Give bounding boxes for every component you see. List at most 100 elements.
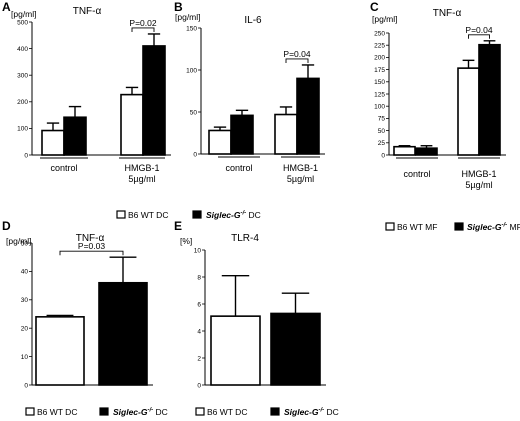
y-tick-label: 40 [21, 269, 29, 276]
y-axis-unit: [pg/ml] [11, 9, 37, 19]
y-tick-label: 10 [194, 247, 202, 254]
bar-siglec-1 [270, 312, 321, 386]
panel-b: B[pg/ml] IL-6 0 50 100 150 P=0.04 control HMGB-1… [174, 0, 325, 184]
y-tick-label: 50 [378, 128, 386, 135]
y-tick-label: 225 [374, 43, 385, 50]
y-tick-label: 75 [378, 116, 386, 123]
y-tick-label: 175 [374, 67, 385, 74]
y-tick-label: 0 [197, 382, 201, 389]
legend-label-wt: B6 WT DC [37, 407, 77, 417]
bar-siglec-1 [415, 147, 438, 156]
chart-title: TNF-α [73, 6, 102, 17]
y-axis-unit: [%] [180, 236, 192, 246]
legend-label-wt: B6 WT MF [397, 222, 437, 232]
x-category-sublabel: 5µg/ml [465, 180, 492, 190]
x-category-label: HMGB-1 [283, 163, 318, 173]
panel-c: C[pg/ml] TNF-α 0 25 50 75 100 125 150 175 200 225 25… [370, 0, 520, 232]
x-category-label: HMGB-1 [461, 169, 496, 179]
y-tick-label: 30 [21, 297, 29, 304]
panel-letter: B [174, 0, 183, 14]
chart-title: IL-6 [244, 15, 262, 26]
y-tick-label: 4 [197, 328, 201, 335]
y-tick-label: 50 [21, 240, 29, 247]
bar-wt-2 [457, 67, 480, 156]
y-tick-label: 8 [197, 274, 201, 281]
panel-letter: E [174, 219, 182, 233]
bar-siglec-1 [63, 116, 87, 156]
panel-letter: C [370, 0, 379, 14]
y-tick-label: 10 [21, 354, 29, 361]
y-tick-label: 200 [374, 55, 385, 62]
y-tick-label: 150 [186, 25, 197, 32]
y-tick-label: 20 [21, 326, 29, 333]
x-category-sublabel: 5µg/ml [287, 174, 314, 184]
p-value-label: P=0.03 [78, 241, 105, 251]
bar-siglec-1 [230, 114, 254, 155]
significance-bracket [468, 34, 490, 39]
y-tick-label: 200 [17, 99, 28, 106]
bar-wt-2 [274, 113, 298, 155]
y-tick-label: 0 [193, 151, 197, 158]
y-tick-label: 25 [378, 140, 386, 147]
legend-label-wt: B6 WT DC [207, 407, 247, 417]
chart-title: TNF-α [433, 8, 462, 19]
y-tick-label: 6 [197, 301, 201, 308]
y-tick-label: 125 [374, 91, 385, 98]
y-tick-label: 2 [197, 355, 201, 362]
p-value-label: P=0.04 [465, 25, 492, 35]
y-tick-label: 100 [17, 126, 28, 133]
panel-letter: A [2, 0, 11, 14]
bar-siglec-2 [296, 77, 320, 155]
y-axis-unit: [pg/ml] [175, 12, 201, 22]
bar-wt-1 [393, 145, 416, 156]
legend-swatch-wt [385, 222, 395, 231]
significance-bracket [131, 27, 155, 32]
p-value-label: P=0.02 [129, 18, 156, 28]
significance-bracket [285, 58, 309, 63]
significance-bracket [59, 250, 124, 256]
bar-wt-2 [120, 93, 144, 156]
y-tick-label: 150 [374, 79, 385, 86]
y-tick-label: 100 [186, 67, 197, 74]
legend-swatch-siglec [270, 407, 280, 416]
x-category-label: control [403, 169, 430, 179]
y-tick-label: 0 [24, 382, 28, 389]
y-tick-label: 50 [190, 109, 198, 116]
chart-title: TLR-4 [231, 233, 259, 244]
bar-wt-1 [41, 129, 65, 156]
legend-swatch-wt [195, 407, 205, 416]
x-category-label: control [50, 163, 77, 173]
legend-label-siglec: Siglec-G-/- DC [113, 407, 168, 417]
y-tick-label: 400 [17, 46, 28, 53]
p-value-label: P=0.04 [283, 49, 310, 59]
panel-e: E [%] TLR-4 0 2 4 6 8 10 B6 WT DC Siglec-G-/- DC [174, 219, 339, 417]
y-tick-label: 0 [24, 152, 28, 159]
x-category-label: control [225, 163, 252, 173]
y-tick-label: 250 [374, 30, 385, 37]
y-axis-unit: [pg/ml] [372, 14, 398, 24]
legend-swatch-wt [116, 210, 126, 219]
y-axis-unit: [pg/ml] [6, 236, 32, 246]
chart-title: TNF-α [76, 233, 105, 244]
legend-swatch-siglec [192, 210, 202, 219]
bar-siglec-1 [98, 281, 148, 386]
x-category-sublabel: 5µg/ml [128, 174, 155, 184]
bar-siglec-2 [478, 43, 501, 156]
legend-swatch-siglec [454, 222, 464, 231]
legend-swatch-siglec [99, 407, 109, 416]
panel-letter: D [2, 219, 11, 233]
legend-label-siglec: Siglec-G-/- MF [467, 222, 520, 232]
legend-label-siglec: Siglec-G-/- DC [284, 407, 339, 417]
legend-label-wt: B6 WT DC [128, 210, 168, 220]
panel-d: D [pg/ml] TNF-α 0 10 20 30 40 50 P=0.03 B6 WT DC Si… [2, 219, 168, 417]
y-tick-label: 300 [17, 73, 28, 80]
y-tick-label: 100 [374, 104, 385, 111]
y-tick-label: 0 [381, 152, 385, 159]
bar-wt-1 [210, 315, 261, 386]
y-tick-label: 500 [17, 19, 28, 26]
legend-label-siglec: Siglec-G-/- DC [206, 210, 261, 220]
bar-wt-1 [35, 316, 85, 386]
x-category-label: HMGB-1 [124, 163, 159, 173]
bar-siglec-2 [142, 45, 166, 156]
